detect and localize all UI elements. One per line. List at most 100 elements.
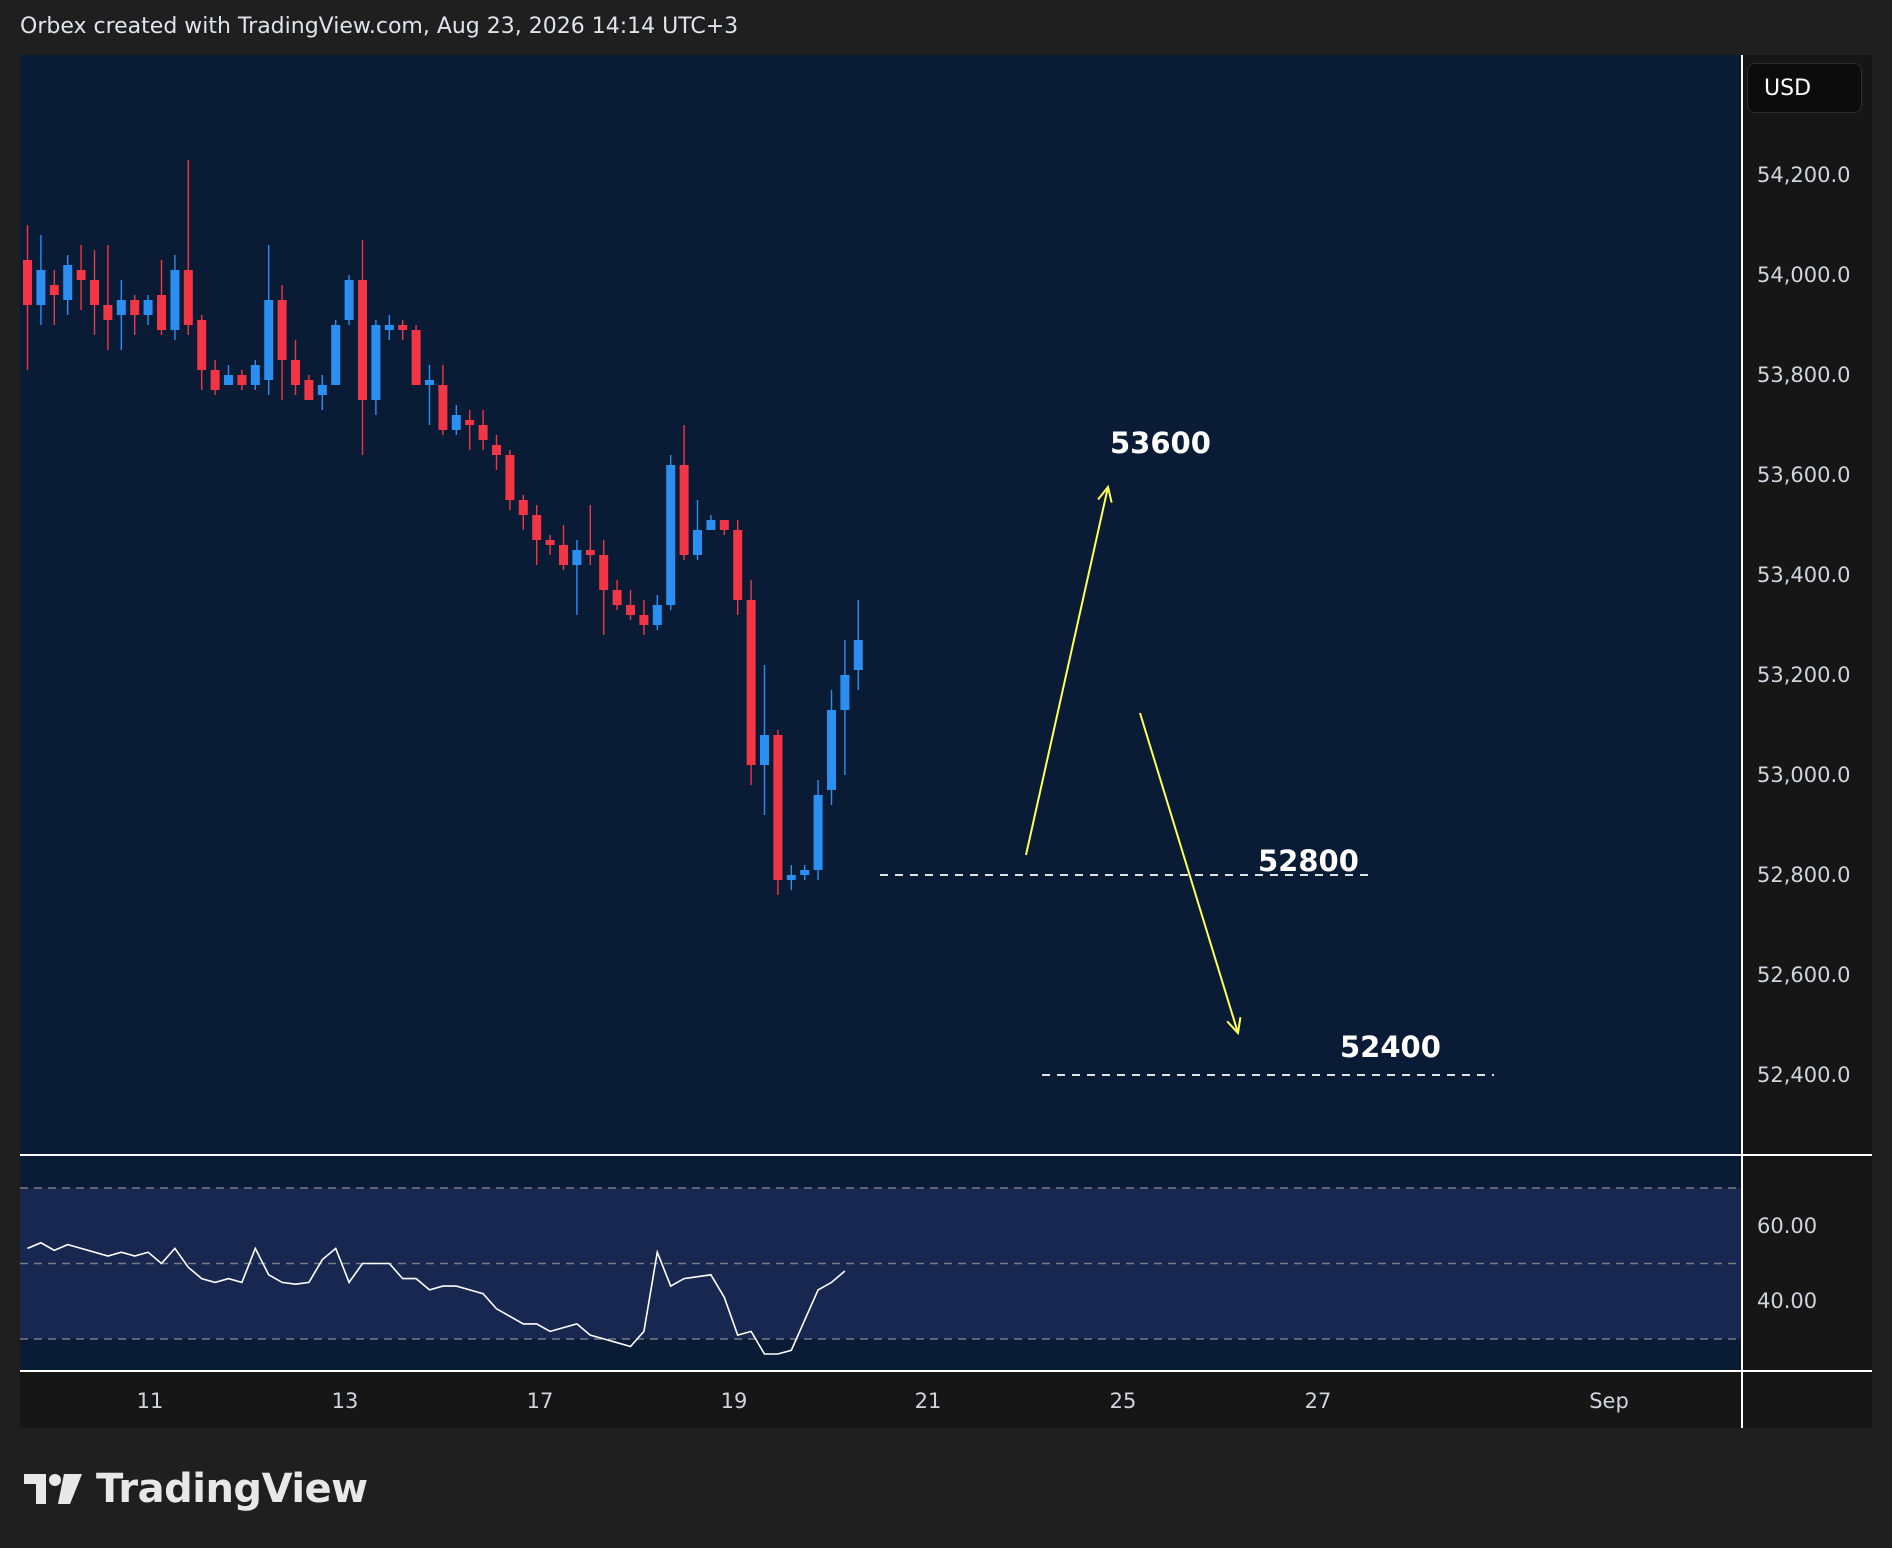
candle-body [317, 385, 327, 395]
rsi-tick-label: 40.00 [1757, 1289, 1817, 1313]
candle-body [719, 520, 729, 530]
candle [451, 405, 461, 435]
candle-body [183, 270, 193, 325]
price-tick-label: 52,800.0 [1757, 863, 1851, 887]
candle-body [451, 415, 461, 430]
candle [36, 235, 46, 325]
price-tick-label: 52,400.0 [1757, 1063, 1851, 1087]
candle [371, 320, 381, 415]
candle [719, 520, 729, 535]
candle-body [170, 270, 180, 330]
candle-body [652, 605, 662, 625]
candle [384, 315, 394, 340]
candle-body [706, 520, 716, 530]
candle-body [116, 300, 126, 315]
level-label-52800: 52800 [1258, 844, 1359, 878]
candle [76, 245, 86, 310]
candle-body [545, 540, 555, 545]
candle-body [304, 380, 314, 400]
level-label-52400: 52400 [1340, 1030, 1441, 1064]
candle-body [612, 590, 622, 605]
candle [599, 540, 609, 635]
candle-body [773, 735, 783, 880]
candle-body [411, 330, 421, 385]
arrow-head [1097, 484, 1113, 503]
candle-body [572, 550, 582, 565]
candle [304, 375, 314, 400]
candle-body [49, 285, 59, 295]
currency-selector[interactable]: USD [1747, 63, 1862, 113]
candle-body [103, 305, 113, 320]
candle-body [786, 875, 796, 880]
candle-body [197, 320, 207, 370]
candle-body [90, 280, 99, 305]
candle-body [143, 300, 153, 315]
candle [143, 295, 153, 325]
candle-body [853, 640, 863, 670]
candle [813, 780, 823, 880]
candle [183, 160, 193, 335]
candle-body [344, 280, 354, 320]
candle-body [210, 370, 220, 390]
candle [210, 360, 220, 395]
candle [277, 285, 287, 400]
candle [639, 600, 649, 635]
time-tick-label: 27 [1305, 1389, 1332, 1413]
candle [170, 255, 180, 340]
candle [63, 255, 73, 315]
tradingview-brand[interactable]: TradingView [24, 1466, 368, 1512]
candle [612, 580, 622, 610]
candle [23, 225, 32, 370]
candle-body [679, 465, 689, 555]
candle [438, 365, 448, 435]
candle-body [250, 365, 260, 385]
candle [840, 640, 850, 775]
price-tick-label: 54,200.0 [1757, 163, 1851, 187]
arrow-shaft [1025, 486, 1109, 856]
candle [398, 320, 408, 340]
candle [693, 500, 702, 560]
candle-body [398, 325, 408, 330]
candle-body [599, 555, 609, 590]
chart-attribution: Orbex created with TradingView.com, Aug … [20, 14, 739, 39]
candle [505, 450, 515, 510]
down-projection-arrow [1139, 712, 1242, 1036]
price-tick-label: 52,600.0 [1757, 963, 1851, 987]
candle-body [813, 795, 823, 870]
candle [116, 280, 126, 350]
candle-body [518, 500, 528, 515]
candle-body [371, 325, 381, 400]
candle-body [63, 265, 73, 300]
time-tick-label: Sep [1589, 1389, 1629, 1413]
candle [572, 540, 582, 615]
candle [291, 340, 300, 395]
candle-body [666, 465, 676, 605]
trading-chart[interactable]: 54,200.0 54,000.0 53,800.0 53,600.0 53,400.0… [20, 55, 1872, 1428]
candle [746, 580, 756, 785]
candle [706, 515, 716, 530]
time-tick-label: 25 [1110, 1389, 1137, 1413]
candle [786, 865, 796, 890]
candle [344, 275, 354, 325]
candle-body [277, 300, 287, 360]
candle [585, 505, 595, 565]
candle [358, 240, 367, 455]
price-pane-background [20, 55, 1741, 1155]
candle-body [425, 380, 434, 385]
candle-body [130, 300, 140, 315]
candle [331, 320, 341, 385]
brand-name: TradingView [96, 1466, 368, 1512]
candle-body [438, 385, 448, 430]
candle [827, 690, 836, 805]
candle-body [693, 530, 702, 555]
candle-body [559, 545, 568, 565]
candle [666, 455, 676, 610]
candle [237, 370, 247, 390]
candle [478, 410, 488, 450]
candle [465, 410, 475, 450]
candle [679, 425, 689, 560]
candle [853, 600, 863, 690]
candle-body [760, 735, 769, 765]
price-tick-label: 53,400.0 [1757, 563, 1851, 587]
time-tick-label: 11 [137, 1389, 164, 1413]
